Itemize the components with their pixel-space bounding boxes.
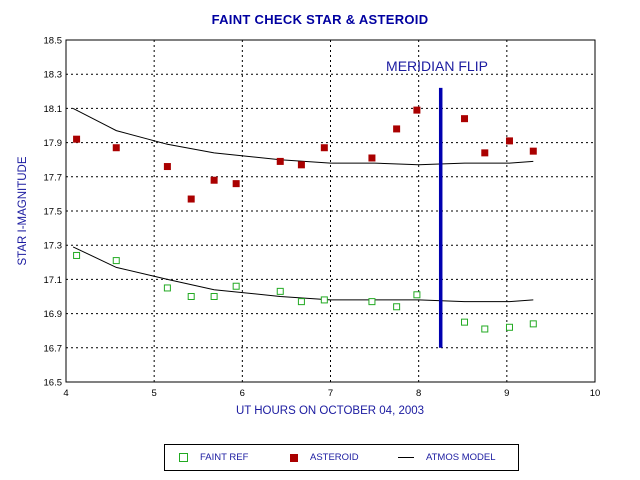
faint-ref-point: [232, 282, 240, 290]
plot-frame: [65, 39, 596, 383]
faint-ref-point: [163, 284, 171, 292]
legend-label: FAINT REF: [200, 452, 249, 463]
y-tick-label: 17.1: [44, 275, 63, 286]
legend-item-faint-ref: FAINT REF: [179, 445, 248, 470]
asteroid-point: [413, 106, 421, 114]
grid-lines: [66, 40, 595, 382]
legend: FAINT REF ASTEROID ATMOS MODEL: [164, 444, 519, 471]
atmos-model-curve: [72, 107, 534, 166]
faint-ref-point: [368, 298, 376, 306]
faint-ref-point: [276, 287, 284, 295]
faint-ref-point: [297, 298, 305, 306]
asteroid-point: [320, 144, 328, 152]
asteroid-point: [276, 157, 284, 165]
x-tick-label: 5: [152, 388, 157, 399]
y-tick-label: 17.7: [44, 172, 63, 183]
faint-ref-point: [210, 293, 218, 300]
faint-ref-point: [461, 318, 469, 326]
asteroid-point: [529, 147, 537, 155]
y-tick-label: 17.9: [44, 138, 63, 149]
x-tick-label: 4: [63, 388, 68, 399]
legend-item-asteroid: ASTEROID: [290, 445, 359, 470]
hollow-square-icon: [179, 453, 188, 462]
x-axis-label: UT HOURS ON OCTOBER 04, 2003: [236, 405, 424, 417]
asteroid-point: [163, 163, 171, 171]
y-tick-label: 16.7: [44, 343, 63, 354]
y-tick-label: 16.5: [44, 378, 63, 389]
x-tick-label: 10: [590, 388, 601, 399]
faint-ref-point: [73, 251, 81, 259]
asteroid-point: [297, 161, 305, 169]
legend-item-atmos-model: ATMOS MODEL: [398, 445, 496, 470]
faint-ref-point: [187, 293, 195, 300]
x-tick-label: 8: [416, 388, 421, 399]
line-icon: [398, 457, 414, 458]
asteroid-point: [210, 176, 218, 184]
asteroid-point: [505, 137, 513, 145]
faint-ref-point: [481, 325, 489, 333]
asteroid-point: [112, 144, 120, 152]
legend-label: ATMOS MODEL: [426, 452, 496, 463]
filled-square-icon: [290, 453, 298, 462]
faint-ref-point: [112, 257, 120, 265]
data-markers: [73, 106, 537, 333]
y-tick-label: 18.1: [44, 104, 63, 115]
asteroid-point: [187, 195, 195, 203]
y-tick-label: 17.5: [44, 207, 63, 218]
asteroid-point: [481, 149, 489, 157]
x-tick-label: 9: [504, 388, 509, 399]
x-tick-label: 6: [240, 388, 245, 399]
y-tick-label: 18.5: [44, 36, 63, 47]
faint-ref-point: [320, 296, 328, 304]
legend-label: ASTEROID: [310, 452, 359, 463]
atmos-model-curve: [72, 246, 534, 303]
faint-ref-point: [505, 323, 513, 331]
meridian-flip-label: MERIDIAN FLIP: [386, 58, 488, 74]
y-tick-label: 18.3: [44, 70, 63, 81]
faint-ref-point: [529, 320, 537, 328]
asteroid-point: [232, 180, 240, 188]
y-axis-label: STAR I-MAGNITUDE: [17, 156, 29, 265]
asteroid-point: [368, 154, 376, 162]
y-tick-label: 16.9: [44, 309, 63, 320]
faint-ref-point: [393, 303, 401, 311]
x-tick-label: 7: [328, 388, 333, 399]
tick-labels: 4 5 6 7 8 9 10 16.5 16.7 16.9 17.1 17.3 17.5 17.7 17.9…: [44, 36, 601, 400]
asteroid-point: [73, 135, 81, 143]
asteroid-point: [393, 125, 401, 133]
model-curves: [72, 107, 534, 303]
faint-ref-point: [413, 291, 421, 299]
asteroid-point: [461, 115, 469, 123]
chart-title: FAINT CHECK STAR & ASTEROID: [211, 12, 429, 27]
y-tick-label: 17.3: [44, 241, 63, 252]
